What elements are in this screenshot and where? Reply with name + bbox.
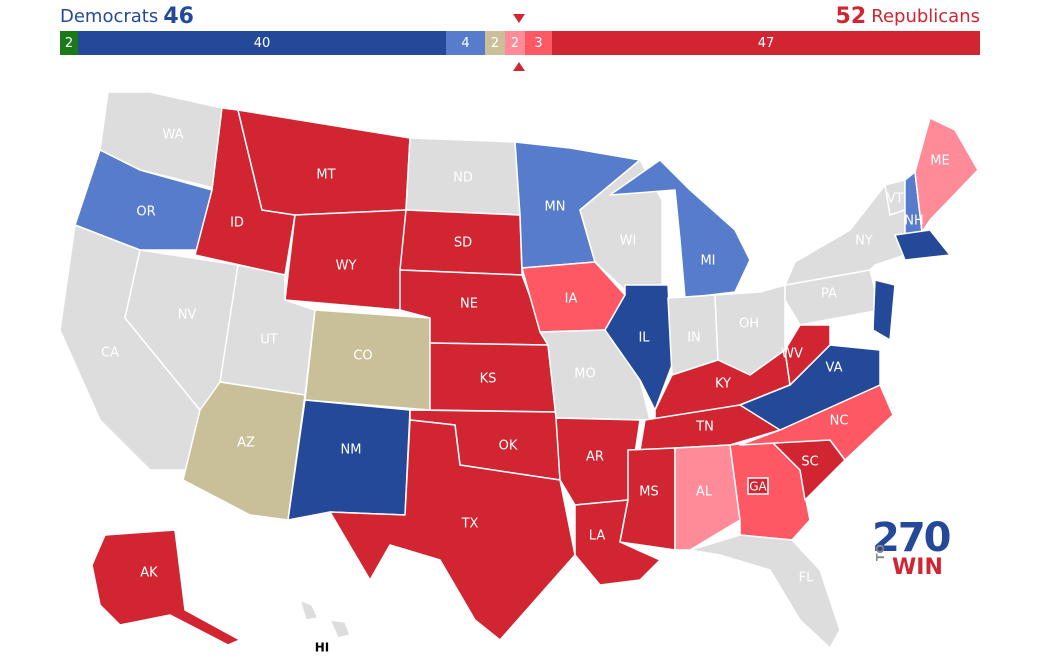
- logo-win: WIN: [892, 555, 943, 580]
- label-TX: TX: [461, 517, 479, 532]
- label-MS: MS: [639, 485, 658, 500]
- label-OK: OK: [499, 439, 518, 454]
- label-TN: TN: [695, 420, 714, 435]
- label-WI: WI: [620, 234, 637, 249]
- label-MN: MN: [545, 200, 566, 215]
- label-KY: KY: [715, 377, 731, 392]
- label-OR: OR: [136, 205, 155, 220]
- state-ME[interactable]: [914, 117, 979, 233]
- state-WV[interactable]: [784, 324, 831, 386]
- ga-special-marker[interactable]: [747, 477, 769, 495]
- republicans-header: 52 Republicans: [836, 4, 980, 32]
- label-IL: IL: [638, 331, 650, 346]
- bar-segment-independent[interactable]: 2: [60, 31, 78, 55]
- label-NE: NE: [460, 297, 478, 312]
- state-AL[interactable]: [674, 444, 741, 551]
- bar-segment-likely-dem[interactable]: 4: [446, 31, 485, 55]
- label-VA: VA: [826, 361, 843, 376]
- label-PA: PA: [821, 287, 837, 302]
- label-OH: OH: [739, 317, 759, 332]
- label-AL: AL: [696, 485, 713, 500]
- republicans-label: Republicans: [871, 6, 980, 27]
- label-NY: NY: [855, 234, 873, 249]
- label-MT: MT: [316, 168, 335, 183]
- bar-segment-safe-dem[interactable]: 40: [78, 31, 446, 55]
- 270towin-logo[interactable]: 270 TO WIN: [872, 518, 952, 584]
- bar-segment-tossup[interactable]: 2: [485, 31, 505, 55]
- democrats-seat-count: 46: [163, 4, 194, 29]
- label-WA: WA: [162, 128, 183, 143]
- republicans-seat-count: 52: [835, 4, 867, 29]
- state-MT[interactable]: [237, 109, 411, 216]
- label-NC: NC: [830, 414, 849, 429]
- state-TX[interactable]: [329, 419, 576, 641]
- label-ME: ME: [930, 154, 949, 169]
- state-NM[interactable]: [287, 399, 411, 521]
- label-AR: AR: [586, 450, 604, 465]
- label-SD: SD: [454, 236, 472, 251]
- label-WV: WV: [781, 347, 803, 362]
- bar-segment-safe-rep[interactable]: 47: [552, 31, 980, 55]
- label-NV: NV: [178, 308, 197, 323]
- state-AK[interactable]: [91, 529, 241, 646]
- logo-number: 270: [872, 515, 951, 561]
- label-SC: SC: [801, 455, 818, 470]
- label-FL: FL: [799, 571, 814, 586]
- us-senate-map: WA OR CA ID NV MT WY UT AZ CO NM ND SD N…: [59, 91, 979, 655]
- label-UT: UT: [260, 333, 278, 348]
- label-AZ: AZ: [237, 436, 255, 451]
- state-NJ[interactable]: [872, 279, 896, 341]
- democrats-label: Democrats: [60, 6, 159, 27]
- label-ID: ID: [230, 216, 244, 231]
- seat-balance-bar: 2 40 4 2 2 3 47: [60, 31, 980, 55]
- majority-marker-bottom: [513, 62, 525, 71]
- state-HI[interactable]: [299, 599, 319, 621]
- majority-marker-top: [513, 14, 525, 23]
- label-AK: AK: [140, 566, 158, 581]
- label-ND: ND: [453, 171, 473, 186]
- state-MI[interactable]: [609, 159, 751, 299]
- state-FL[interactable]: [689, 534, 841, 649]
- label-CO: CO: [353, 349, 372, 364]
- state-MA[interactable]: [894, 229, 951, 261]
- bar-segment-likely-rep[interactable]: 3: [525, 31, 552, 55]
- label-MO: MO: [574, 367, 595, 382]
- state-MS[interactable]: [619, 447, 676, 551]
- label-CA: CA: [101, 346, 119, 361]
- label-MI: MI: [700, 254, 715, 269]
- logo-to: TO: [874, 544, 887, 561]
- bar-segment-lean-rep[interactable]: 2: [505, 31, 525, 55]
- label-HI: HI: [315, 641, 330, 655]
- label-NM: NM: [341, 443, 362, 458]
- label-KS: KS: [480, 372, 497, 387]
- label-WY: WY: [336, 259, 357, 274]
- label-LA: LA: [589, 529, 606, 544]
- label-NH: NH: [904, 214, 924, 229]
- label-VT: VT: [887, 192, 904, 207]
- state-HI-island2[interactable]: [329, 619, 351, 639]
- label-IA: IA: [565, 292, 578, 307]
- label-GA-special: GA: [749, 480, 767, 494]
- democrats-header: Democrats 46: [60, 4, 194, 32]
- label-IN: IN: [687, 331, 701, 346]
